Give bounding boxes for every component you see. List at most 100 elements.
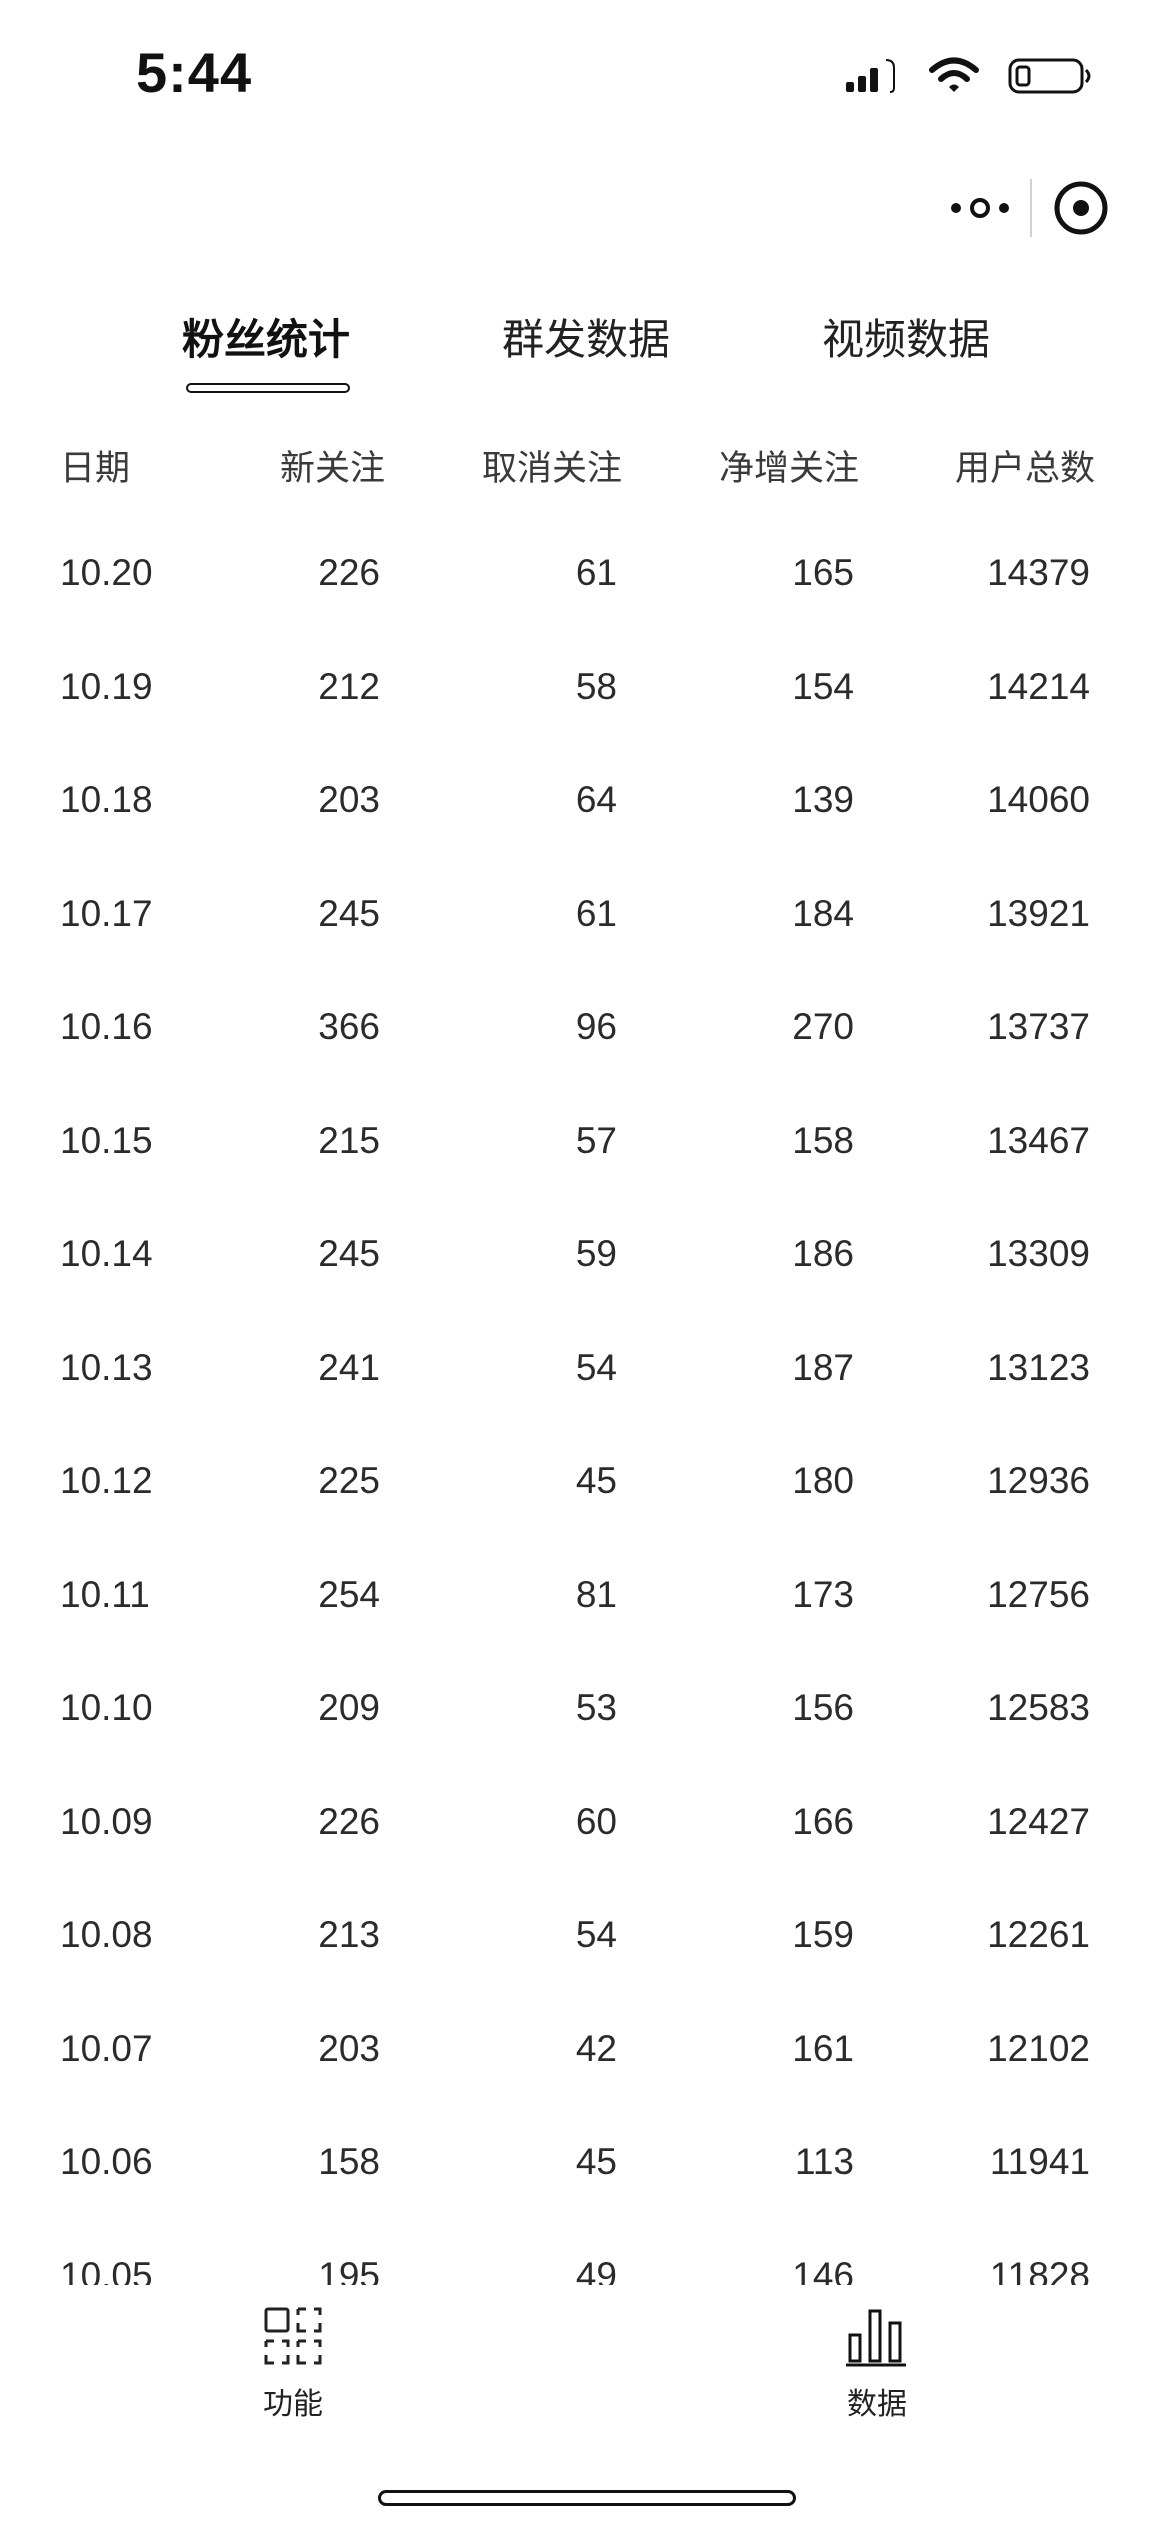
more-dots-icon [951,198,1009,218]
cell-net-follows: 187 [792,1346,854,1388]
cell-date: 10.15 [60,1119,153,1161]
cell-total-users: 12936 [987,1460,1090,1501]
cell-total-users: 14379 [987,552,1090,593]
status-icons [844,52,1094,100]
cell-unfollows: 58 [575,665,617,707]
cell-new-follows: 209 [318,1687,380,1728]
table-row: 10.20 226 61 165 14379 [0,520,1170,634]
table-row: 10.15 215 57 158 13467 [0,1088,1170,1202]
cell-date: 10.18 [60,779,153,820]
active-tab-indicator [186,383,350,393]
cell-new-follows: 203 [318,2027,380,2069]
table-row: 10.07 203 42 161 12102 [0,1996,1170,2110]
cell-new-follows: 212 [318,665,380,707]
bottom-tab-functions[interactable]: 功能 [213,2305,373,2423]
cell-net-follows: 139 [792,779,854,820]
cell-new-follows: 158 [318,2141,380,2182]
cell-unfollows: 59 [575,1233,617,1274]
cell-total-users: 12102 [987,2027,1090,2069]
table-header: 日期 新关注 取消关注 净增关注 用户总数 [0,440,1170,500]
bottom-tab-data-label: 数据 [847,2387,907,2422]
more-options-button[interactable] [930,176,1030,240]
table-row: 10.08 213 54 159 12261 [0,1882,1170,1996]
table-row: 10.19 212 58 154 14214 [0,634,1170,748]
cell-unfollows: 81 [575,1573,617,1615]
capsule-divider [1030,179,1032,237]
battery-icon [1008,56,1094,96]
cell-unfollows: 54 [575,1346,617,1388]
tab-fan-stats[interactable]: 粉丝统计 [181,315,350,364]
cell-unfollows: 60 [575,1800,617,1842]
cell-total-users: 13921 [987,892,1090,934]
cell-total-users: 14214 [987,665,1090,707]
cell-new-follows: 366 [318,1006,380,1047]
cell-unfollows: 49 [575,2254,617,2286]
cell-new-follows: 241 [318,1346,380,1388]
table-row: 10.13 241 54 187 13123 [0,1315,1170,1429]
cell-new-follows: 213 [318,1914,380,1955]
cell-date: 10.11 [60,1573,150,1615]
bottom-tab-data[interactable]: 数据 [797,2305,957,2423]
cell-net-follows: 165 [792,552,854,593]
cell-new-follows: 245 [318,892,380,934]
table-row: 10.18 203 64 139 14060 [0,747,1170,861]
tab-video-data[interactable]: 视频数据 [821,315,990,364]
cell-total-users: 13309 [987,1233,1090,1274]
bottom-tab-bar: 功能 数据 [0,2285,1170,2465]
cell-unfollows: 42 [575,2027,617,2069]
cell-total-users: 12756 [987,1573,1090,1615]
grid-icon [264,2307,322,2365]
cell-new-follows: 195 [318,2254,380,2286]
cell-net-follows: 180 [792,1460,854,1501]
cell-unfollows: 64 [575,779,617,820]
bottom-tab-functions-label: 功能 [263,2387,323,2422]
cell-new-follows: 225 [318,1460,380,1501]
wifi-icon [928,57,980,95]
cell-date: 10.09 [60,1800,153,1842]
cell-date: 10.06 [60,2141,153,2182]
cell-date: 10.17 [60,892,153,934]
cell-unfollows: 54 [575,1914,617,1955]
cell-date: 10.14 [60,1233,153,1274]
target-circle-icon [1054,181,1108,235]
table-row: 10.17 245 61 184 13921 [0,861,1170,975]
cell-date: 10.13 [60,1346,153,1388]
cell-net-follows: 156 [792,1687,854,1728]
cell-total-users: 14060 [987,779,1090,820]
cell-unfollows: 61 [575,552,617,593]
cell-unfollows: 45 [575,2141,617,2182]
table-row: 10.05 195 49 146 11828 [0,2223,1170,2286]
cellular-signal-icon [844,58,900,94]
cell-date: 10.19 [60,665,153,707]
status-time: 5:44 [136,41,253,104]
tab-broadcast-data[interactable]: 群发数据 [501,315,670,364]
cell-net-follows: 146 [792,2254,854,2286]
home-indicator [378,2490,796,2506]
cell-date: 10.07 [60,2027,153,2069]
header-unfollows: 取消关注 [481,449,622,489]
table-row: 10.10 209 53 156 12583 [0,1655,1170,1769]
bar-chart-icon [846,2309,906,2367]
cell-total-users: 13737 [987,1006,1090,1047]
table-body[interactable]: 10.20 226 61 165 14379 10.19 212 58 154 14214 10.1… [0,520,1170,2285]
header-net-follows: 净增关注 [718,449,859,489]
cell-new-follows: 203 [318,779,380,820]
cell-net-follows: 158 [792,1119,854,1161]
table-row: 10.06 158 45 113 11941 [0,2109,1170,2223]
table-row: 10.14 245 59 186 13309 [0,1201,1170,1315]
cell-date: 10.08 [60,1914,153,1955]
table-row: 10.09 226 60 166 12427 [0,1769,1170,1883]
cell-unfollows: 53 [575,1687,617,1728]
table-row: 10.12 225 45 180 12936 [0,1428,1170,1542]
cell-date: 10.20 [60,552,153,593]
cell-net-follows: 173 [792,1573,854,1615]
cell-unfollows: 96 [575,1006,617,1047]
header-new-follows: 新关注 [279,449,385,489]
cell-unfollows: 45 [575,1460,617,1501]
cell-total-users: 11828 [989,2254,1090,2286]
cell-net-follows: 166 [792,1800,854,1842]
cell-unfollows: 57 [575,1119,617,1161]
close-miniprogram-button[interactable] [1032,176,1130,240]
header-total-users: 用户总数 [954,449,1095,489]
table-row: 10.16 366 96 270 13737 [0,974,1170,1088]
